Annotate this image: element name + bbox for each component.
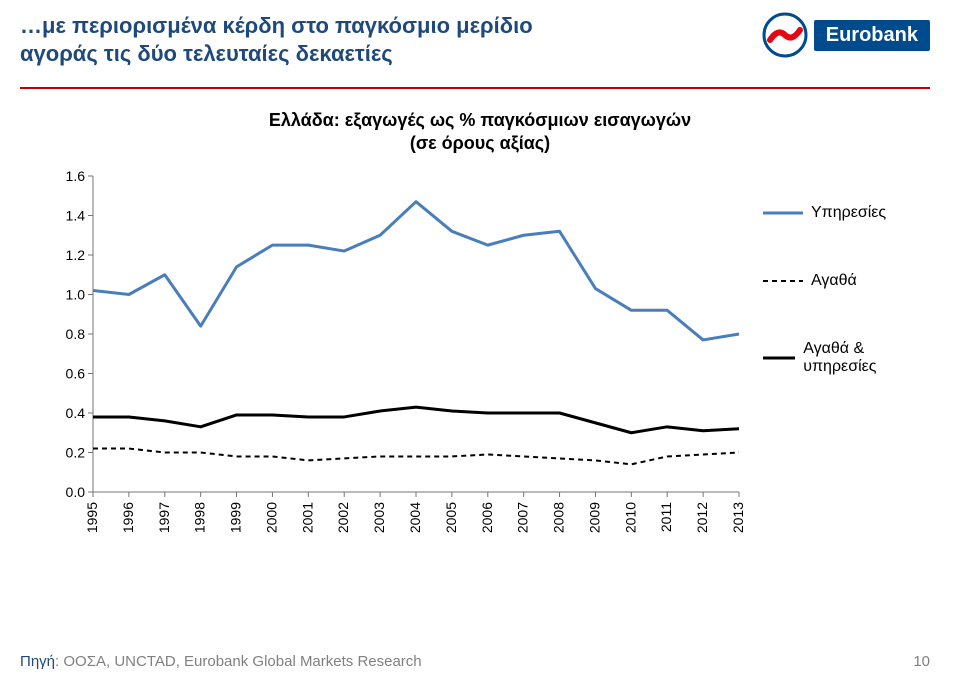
svg-text:2012: 2012 (694, 502, 710, 533)
svg-text:2004: 2004 (407, 502, 423, 533)
legend: Υπηρεσίες Αγαθά Αγαθά & υπηρεσίες (763, 166, 915, 551)
svg-text:2002: 2002 (335, 502, 351, 533)
legend-item-goods-services: Αγαθά & υπηρεσίες (763, 340, 915, 376)
svg-text:2013: 2013 (730, 502, 745, 533)
chart-title-line-2: (σε όρους αξίας) (410, 133, 550, 153)
svg-text:2000: 2000 (263, 502, 279, 533)
legend-item-goods: Αγαθά (763, 272, 915, 290)
svg-text:2008: 2008 (551, 502, 567, 533)
svg-text:2003: 2003 (371, 502, 387, 533)
svg-text:0.8: 0.8 (66, 326, 86, 342)
svg-text:2005: 2005 (443, 502, 459, 533)
legend-item-services: Υπηρεσίες (763, 204, 915, 222)
svg-text:1997: 1997 (156, 502, 172, 533)
header: …με περιορισμένα κέρδη στο παγκόσμιο μερ… (0, 0, 960, 67)
svg-text:2011: 2011 (658, 502, 674, 532)
svg-text:0.2: 0.2 (66, 444, 86, 460)
page-title: …με περιορισμένα κέρδη στο παγκόσμιο μερ… (20, 12, 533, 67)
svg-text:2009: 2009 (586, 502, 602, 533)
chart-title-line-1: Ελλάδα: εξαγωγές ως % παγκόσμιων εισαγωγ… (269, 110, 691, 130)
legend-label: Υπηρεσίες (811, 204, 886, 222)
title-line-2: αγοράς τις δύο τελευταίες δεκαετίες (20, 41, 393, 66)
svg-text:1998: 1998 (192, 502, 208, 533)
brand-logo: Eurobank (762, 12, 930, 58)
svg-text:1.2: 1.2 (66, 247, 86, 263)
svg-text:1.6: 1.6 (66, 168, 86, 184)
svg-text:1.4: 1.4 (66, 207, 86, 223)
svg-text:0.4: 0.4 (66, 405, 86, 421)
title-line-1: …με περιορισμένα κέρδη στο παγκόσμιο μερ… (20, 13, 533, 38)
svg-text:0.6: 0.6 (66, 365, 86, 381)
footer-text: : ΟΟΣΑ, UNCTAD, Eurobank Global Markets … (55, 653, 422, 670)
header-divider (20, 87, 930, 89)
svg-text:2001: 2001 (299, 502, 315, 533)
brand-icon (762, 12, 808, 58)
footer-label: Πηγή (20, 653, 55, 670)
page-number: 10 (913, 653, 930, 670)
svg-text:2006: 2006 (479, 502, 495, 533)
svg-text:1999: 1999 (228, 502, 244, 533)
legend-label: Αγαθά & υπηρεσίες (803, 340, 915, 376)
brand-name: Eurobank (814, 20, 930, 51)
footer-source: Πηγή: ΟΟΣΑ, UNCTAD, Eurobank Global Mark… (20, 653, 422, 670)
svg-text:2007: 2007 (515, 502, 531, 533)
svg-text:1995: 1995 (84, 502, 100, 533)
svg-text:2010: 2010 (622, 502, 638, 533)
chart-title: Ελλάδα: εξαγωγές ως % παγκόσμιων εισαγωγ… (45, 109, 915, 156)
chart-plot: 0.0 0.2 0.4 0.6 0.8 1.0 1.2 1.4 1.6 1995 1996 1997 1… (45, 166, 745, 551)
chart-block: Ελλάδα: εξαγωγές ως % παγκόσμιων εισαγωγ… (45, 109, 915, 551)
svg-text:0.0: 0.0 (66, 484, 86, 500)
svg-text:1.0: 1.0 (66, 286, 86, 302)
svg-text:1996: 1996 (120, 502, 136, 533)
legend-label: Αγαθά (811, 272, 857, 290)
